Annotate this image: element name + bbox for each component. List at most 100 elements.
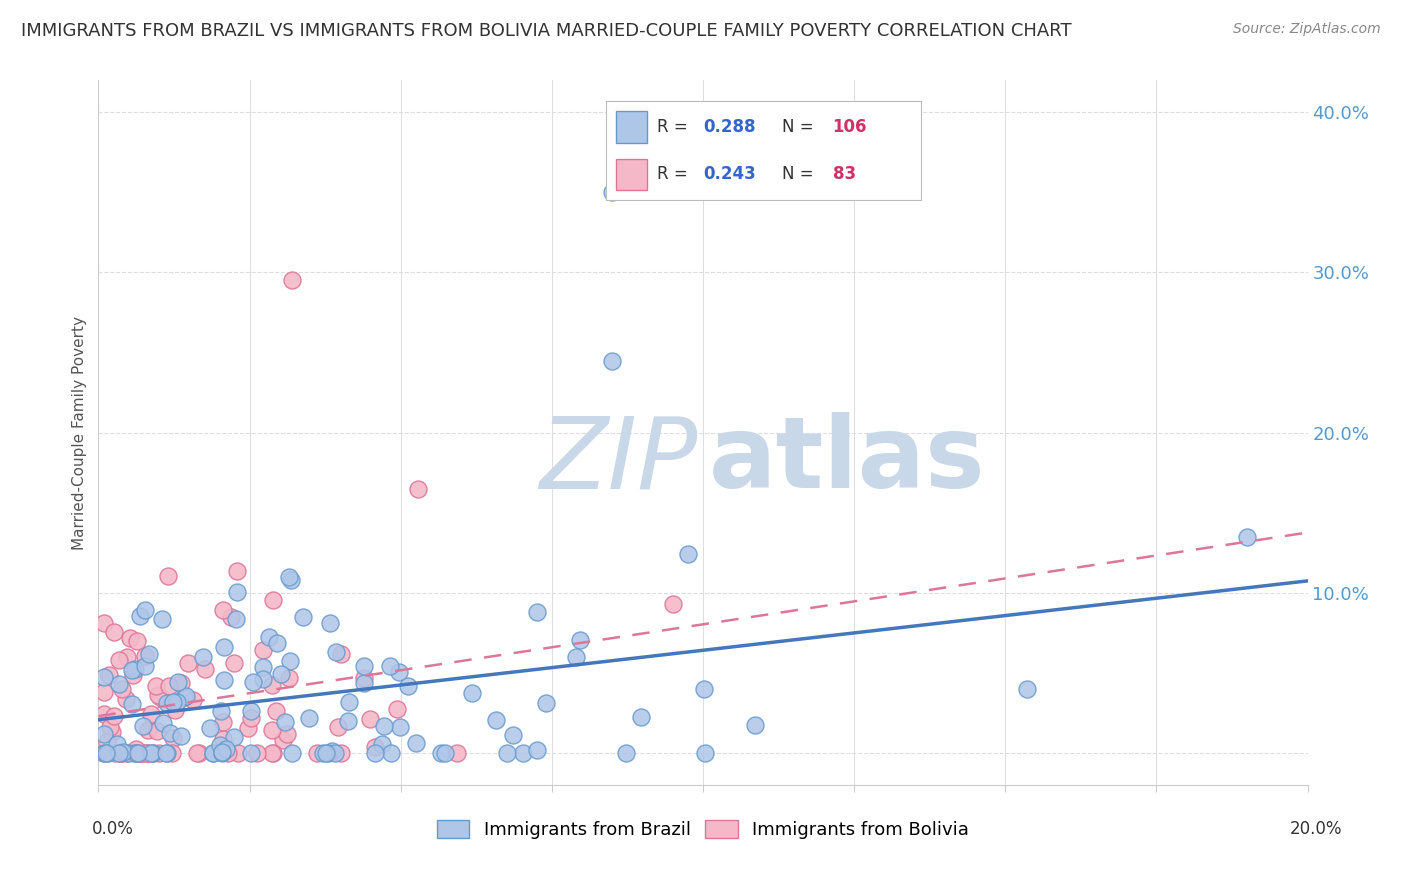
Point [257, 631, 280, 645]
Point [266, 636, 288, 650]
Point [330, 746, 353, 760]
Point [225, 612, 247, 626]
Point [93, 746, 115, 760]
Point [100, 720, 122, 734]
Point [217, 746, 239, 760]
Point [156, 569, 179, 583]
Point [364, 739, 387, 754]
Point [281, 746, 304, 760]
Point [134, 602, 156, 616]
Text: 0.0%: 0.0% [91, 820, 134, 838]
Point [96, 735, 118, 749]
Point [460, 685, 482, 699]
Point [311, 746, 333, 760]
Point [219, 610, 242, 624]
Point [157, 679, 180, 693]
Point [93, 746, 115, 760]
Point [744, 717, 766, 731]
Point [170, 729, 193, 743]
Point [252, 660, 274, 674]
Point [141, 746, 163, 760]
Point [373, 719, 395, 733]
Point [131, 746, 153, 760]
Point [278, 570, 301, 584]
Point [125, 746, 148, 760]
Point [125, 742, 148, 756]
Point [212, 731, 235, 746]
Point [614, 746, 637, 760]
Point [226, 564, 249, 578]
Point [193, 650, 215, 665]
Point [693, 746, 716, 760]
Point [194, 662, 217, 676]
Point [337, 695, 360, 709]
Point [307, 746, 329, 760]
Point [225, 584, 247, 599]
Point [156, 746, 179, 760]
Point [430, 746, 453, 760]
Point [104, 746, 127, 760]
Point [337, 714, 360, 728]
Point [165, 702, 187, 716]
Text: IMMIGRANTS FROM BRAZIL VS IMMIGRANTS FROM BOLIVIA MARRIED-COUPLE FAMILY POVERTY : IMMIGRANTS FROM BRAZIL VS IMMIGRANTS FRO… [21, 22, 1071, 40]
Point [142, 746, 165, 760]
Point [131, 746, 153, 760]
Point [149, 690, 172, 704]
Point [252, 672, 274, 686]
Point [115, 746, 138, 760]
Point [156, 696, 179, 710]
Point [121, 664, 143, 678]
Point [262, 723, 284, 737]
Point [108, 677, 131, 691]
Point [273, 733, 295, 747]
Point [127, 746, 149, 760]
Point [110, 746, 132, 760]
Point [239, 711, 262, 725]
Point [262, 746, 284, 760]
Point [262, 746, 284, 760]
Point [353, 658, 375, 673]
Point [323, 746, 346, 760]
Point [110, 746, 132, 760]
Point [328, 720, 350, 734]
Point [103, 625, 125, 640]
Text: Source: ZipAtlas.com: Source: ZipAtlas.com [1233, 22, 1381, 37]
Point [93, 706, 115, 721]
Point [125, 746, 148, 760]
Point [120, 631, 142, 645]
Point [565, 650, 588, 665]
Point [270, 667, 292, 681]
Y-axis label: Married-Couple Family Poverty: Married-Couple Family Poverty [72, 316, 87, 549]
Point [602, 353, 624, 368]
Point [496, 746, 519, 760]
Point [114, 692, 136, 706]
Point [353, 671, 375, 685]
Point [155, 746, 177, 760]
Point [325, 645, 347, 659]
Point [292, 609, 315, 624]
Point [177, 656, 200, 670]
Point [359, 713, 381, 727]
Point [152, 716, 174, 731]
Point [201, 746, 224, 760]
Point [534, 696, 557, 710]
Point [446, 746, 468, 760]
Point [110, 746, 132, 760]
Point [363, 746, 385, 760]
Point [111, 681, 134, 696]
Point [252, 643, 274, 657]
Point [526, 605, 548, 619]
Point [136, 723, 159, 737]
Point [146, 688, 169, 702]
Point [169, 676, 191, 690]
Point [274, 714, 297, 729]
Point [124, 662, 146, 676]
Point [117, 746, 139, 760]
Point [630, 709, 652, 723]
Point [378, 659, 401, 673]
Point [122, 746, 145, 760]
Point [385, 702, 408, 716]
Point [239, 704, 262, 718]
Text: atlas: atlas [709, 412, 986, 509]
Point [150, 612, 173, 626]
